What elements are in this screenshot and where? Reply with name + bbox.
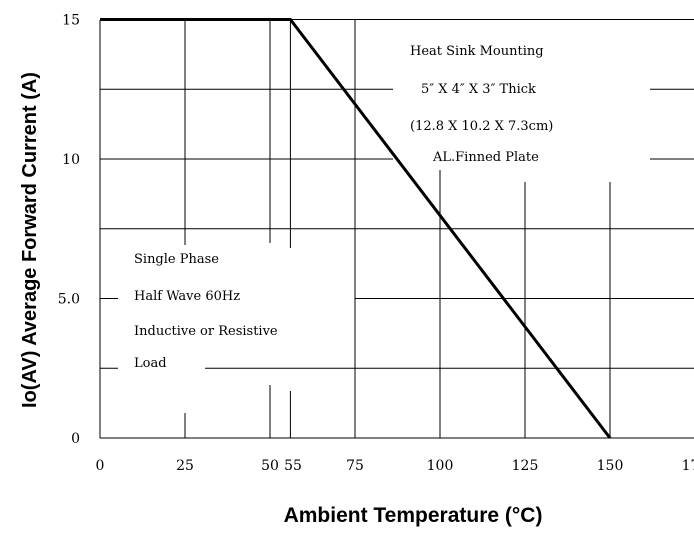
y-tick-label-5.0: 5.0	[58, 292, 80, 308]
x-tick-label-150: 150	[597, 458, 624, 474]
phase-line-2: Half Wave 60Hz	[134, 289, 240, 304]
y-tick-label-10: 10	[62, 152, 80, 168]
derating-curve-group	[100, 18, 612, 439]
x-axis-title: Ambient Temperature (°C)	[284, 504, 543, 527]
phase-line-4: Load	[134, 356, 167, 371]
grid-lines	[99, 19, 694, 439]
x-tick-label-125: 125	[512, 458, 539, 474]
heatsink-line-4: AL.Finned Plate	[432, 150, 539, 165]
y-axis-title: Io(AV) Average Forward Current (A)	[19, 72, 41, 408]
x-tick-label-50: 50	[261, 458, 279, 474]
heatsink-line-3: (12.8 X 10.2 X 7.3cm)	[410, 119, 553, 134]
tick-labels: 0 25 50 55 75 100 125 150 175 0 5.0 10 15	[58, 13, 694, 475]
x-tick-label-100: 100	[427, 458, 454, 474]
x-tick-label-75: 75	[346, 458, 364, 474]
x-tick-label-55: 55	[284, 458, 302, 474]
y-tick-label-15: 15	[62, 13, 80, 29]
x-tick-label-175: 175	[682, 458, 694, 474]
x-tick-label-0: 0	[96, 458, 105, 474]
heatsink-line-1: Heat Sink Mounting	[410, 44, 544, 59]
heatsink-line-2: 5″ X 4″ X 3″ Thick	[421, 82, 536, 97]
x-tick-label-25: 25	[176, 458, 194, 474]
y-tick-label-0: 0	[71, 431, 80, 447]
phase-line-1: Single Phase	[134, 252, 219, 267]
derating-curve-line-0	[100, 18, 612, 439]
phase-line-3: Inductive or Resistive	[134, 324, 278, 339]
